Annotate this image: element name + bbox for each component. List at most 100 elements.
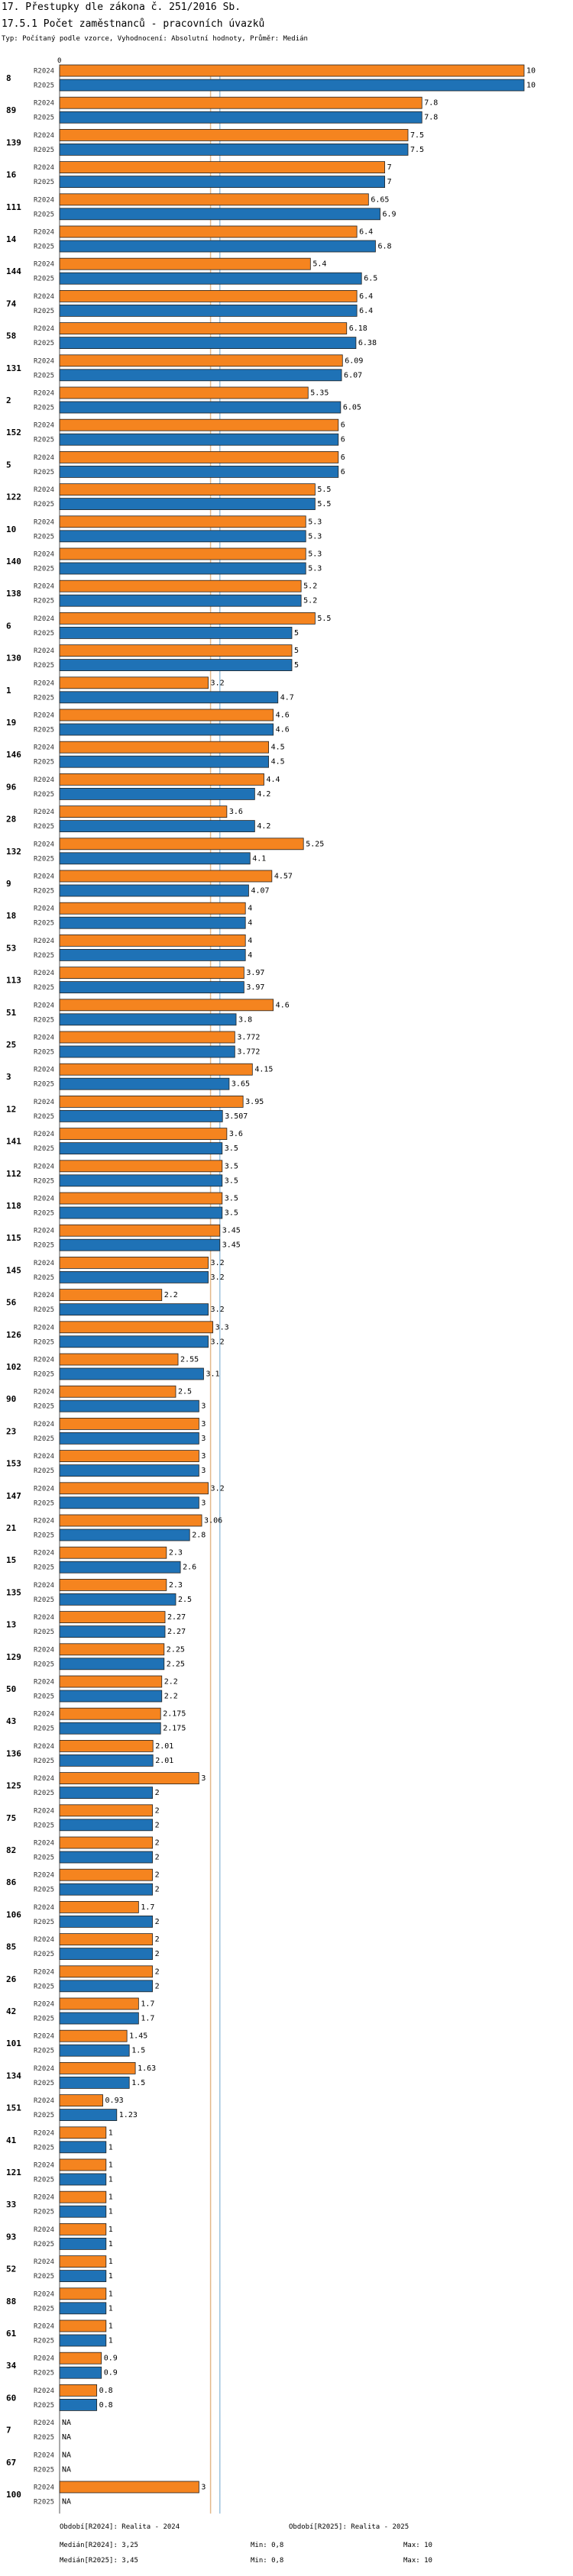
chart-title: 17.5.1 Počet zaměstnanců - pracovních úv… [2,18,265,30]
category-label: 12 [6,1104,16,1114]
category-label: 58 [6,331,16,341]
series-label-r2025: R2025 [34,1467,54,1475]
category-label: 67 [6,2458,16,2468]
data-label: 7.5 [410,146,424,154]
data-label: 1.23 [119,2111,138,2119]
page-title: 17. Přestupky dle zákona č. 251/2016 Sb. [2,2,241,13]
series-label-r2024: R2024 [34,1679,54,1687]
bar-r2025 [59,1561,181,1574]
data-label: 2.5 [178,1388,192,1396]
series-label-r2025: R2025 [34,469,54,476]
data-label: 3.45 [222,1241,241,1250]
data-label: 5.3 [308,550,322,559]
category-label: 23 [6,1426,16,1436]
data-label: NA [62,2433,71,2442]
series-label-r2025: R2025 [34,1919,54,1926]
bar-r2024 [59,1224,221,1237]
category-label: 18 [6,911,16,921]
bar-r2025 [59,2270,107,2283]
data-label: 7 [387,178,392,186]
category-label: 101 [6,2039,21,2048]
series-label-r2024: R2024 [34,1775,54,1783]
bar-r2024 [59,418,339,431]
data-label: 4.2 [257,790,270,799]
bar-r2024 [59,2255,107,2268]
bar-r2025 [59,820,255,832]
bar-r2025 [59,2109,118,2122]
data-label: 5.2 [303,583,317,591]
series-label-r2025: R2025 [34,1113,54,1121]
footer-median-2025: Medián[R2025]: 3,45 [60,2557,138,2565]
data-label: 6 [341,468,345,476]
category-label: 153 [6,1459,21,1469]
category-label: 130 [6,654,21,663]
bar-r2025 [59,1625,166,1638]
data-label: 5.3 [308,565,322,573]
series-label-r2025: R2025 [34,2370,54,2377]
data-label: 1.7 [141,1903,154,1912]
data-label: 0.8 [99,2387,113,2395]
data-label: 1 [108,2337,113,2345]
data-label: 2 [155,1806,160,1815]
category-label: 86 [6,1877,17,1887]
bar-r2024 [59,709,274,721]
bar-r2025 [59,1110,223,1122]
bar-r2025 [59,1948,153,1961]
series-label-r2025: R2025 [34,823,54,831]
category-label: 21 [6,1523,17,1533]
bar-r2025 [59,401,342,414]
series-label-r2024: R2024 [34,325,54,333]
footer-max-2025: Max: 10 [403,2557,432,2565]
series-label-r2024: R2024 [34,1453,54,1461]
data-label: 6 [341,454,345,462]
data-label: 3.5 [225,1209,238,1218]
series-label-r2024: R2024 [34,841,54,848]
category-label: 85 [6,1942,16,1952]
bar-r2024 [59,1611,166,1624]
data-label: NA [62,2465,71,2474]
category-label: 1 [6,686,11,696]
data-label: 2.27 [167,1613,186,1622]
data-label: 10 [526,82,536,90]
series-label-r2025: R2025 [34,2177,54,2184]
data-label: 2.6 [183,1564,196,1572]
category-label: 43 [6,1716,16,1726]
data-label: 1 [108,2129,113,2137]
series-label-r2024: R2024 [34,2129,54,2137]
data-label: 3.772 [237,1048,260,1057]
category-label: 106 [6,1909,21,1919]
series-label-r2025: R2025 [34,2080,54,2087]
series-label-r2024: R2024 [34,1872,54,1880]
series-label-r2024: R2024 [34,1389,54,1396]
bar-r2025 [59,1819,153,1832]
data-label: 3.5 [225,1195,238,1203]
data-label: 6.8 [377,243,391,251]
data-label: 4.4 [267,776,280,784]
series-label-r2024: R2024 [34,1292,54,1299]
series-label-r2025: R2025 [34,1725,54,1733]
category-label: 136 [6,1748,21,1758]
bar-r2025 [59,1593,176,1606]
data-label: 7.8 [424,99,438,108]
category-label: 121 [6,2168,21,2177]
bar-r2025 [59,466,339,478]
bar-r2025 [59,272,362,285]
bar-r2025 [59,369,342,382]
category-label: 15 [6,1555,16,1565]
data-label: 3 [201,1499,206,1507]
bar-r2025 [59,1206,223,1219]
series-label-r2025: R2025 [34,2048,54,2055]
bar-r2024 [59,579,302,592]
bar-r2024 [59,2158,107,2171]
bar-r2024 [59,999,274,1012]
data-label: 5.5 [317,500,331,508]
data-label: 2 [155,1968,160,1976]
series-label-r2025: R2025 [34,2273,54,2281]
bar-r2025 [59,2044,130,2057]
category-label: 147 [6,1491,21,1501]
bar-r2024 [59,289,358,302]
series-label-r2025: R2025 [34,244,54,251]
category-label: 53 [6,943,16,953]
bar-r2025 [59,981,244,993]
series-label-r2024: R2024 [34,1485,54,1493]
